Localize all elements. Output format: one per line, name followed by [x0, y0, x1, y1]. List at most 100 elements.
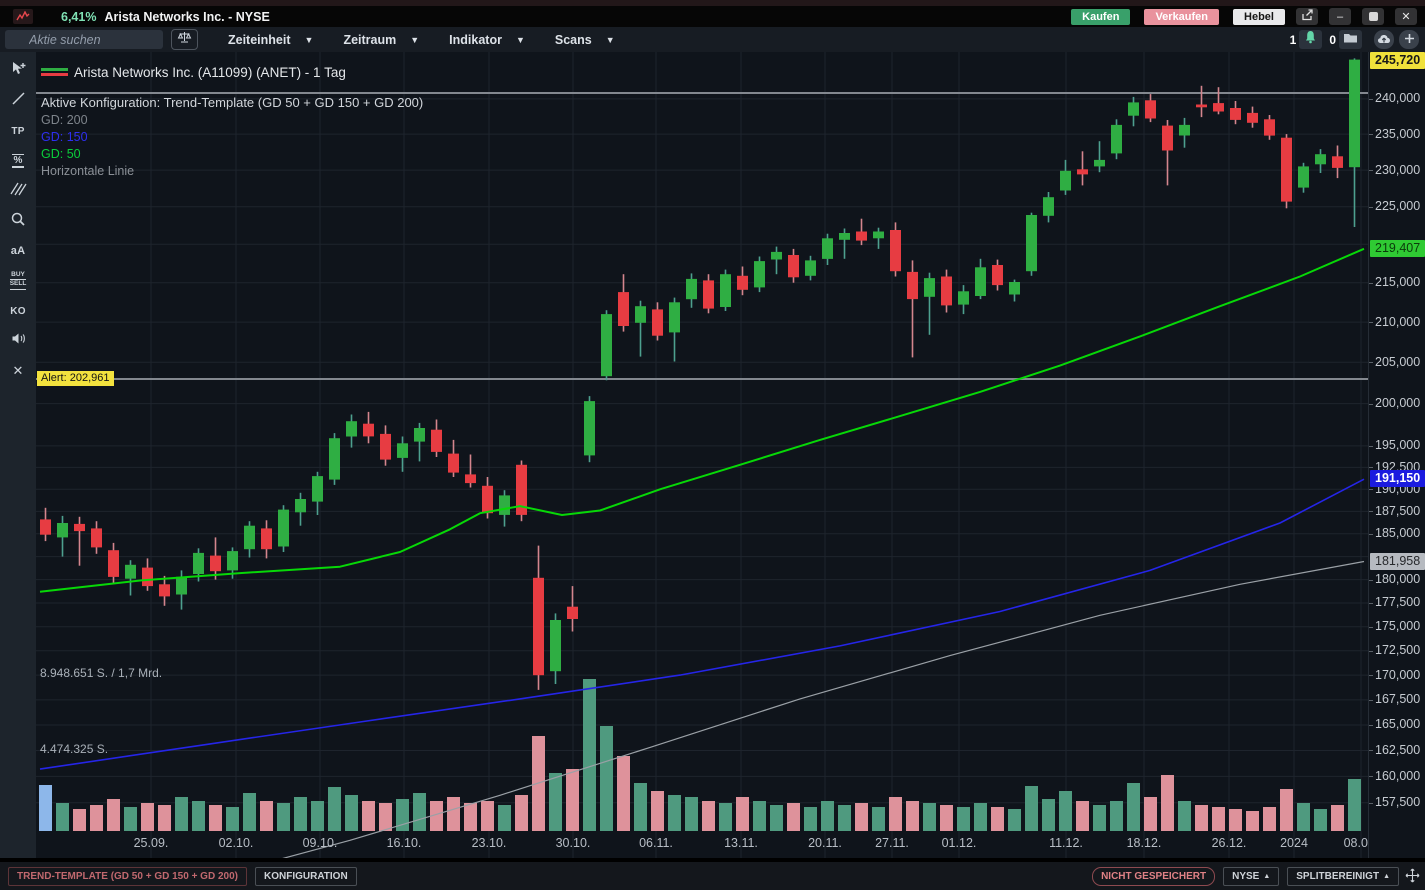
axis-tick-mark	[1369, 489, 1373, 490]
alert-price-label[interactable]: Alert: 202,961	[37, 371, 114, 387]
axis-tick-mark	[1369, 803, 1373, 804]
takeprofit-tool[interactable]: TP	[11, 125, 25, 137]
price-tick-label: 177,500	[1375, 595, 1421, 609]
price-tick-label: 200,000	[1375, 396, 1421, 410]
compare-button[interactable]	[171, 29, 198, 50]
axis-tick-mark	[1369, 322, 1373, 323]
date-tick-label: 27.11.	[875, 836, 909, 850]
folder-button[interactable]	[1339, 30, 1362, 49]
price-tick-label: 230,000	[1375, 163, 1421, 177]
date-tick-label: 20.11.	[808, 836, 842, 850]
statusbar: TREND-TEMPLATE (GD 50 + GD 150 + GD 200)…	[0, 862, 1425, 890]
chart-toolbar: Zeiteinheit▼ Zeitraum▼ Indikator▼ Scans▼…	[0, 27, 1425, 52]
chevron-up-icon: ▲	[1263, 872, 1271, 880]
price-tick-label: 185,000	[1375, 526, 1421, 540]
chevron-down-icon: ▼	[410, 34, 420, 45]
minimize-button[interactable]: –	[1329, 8, 1351, 25]
axis-tick-mark	[1369, 99, 1373, 100]
sell-button[interactable]: Verkaufen	[1144, 8, 1220, 25]
date-tick-label: 18.12.	[1126, 836, 1162, 850]
share-button[interactable]	[1296, 8, 1318, 25]
axis-tick-mark	[1369, 534, 1373, 535]
date-tick-label: 23.10.	[471, 836, 507, 850]
sound-tool[interactable]	[0, 326, 36, 356]
legend-hline: Horizontale Linie	[41, 164, 135, 178]
price-tick-label: 210,000	[1375, 315, 1421, 329]
price-tick-label: 215,000	[1375, 275, 1421, 289]
close-window-button[interactable]: ✕	[1395, 8, 1417, 25]
price-axis[interactable]: 240,000 235,000 230,000 225,000 215,000 210,0…	[1368, 52, 1425, 858]
axis-tick-mark	[1369, 627, 1373, 628]
drawing-tools-sidebar: TP % aA BUY SELL KO ✕	[0, 52, 37, 858]
menu-indikator[interactable]: Indikator ▼	[449, 32, 525, 47]
exchange-button[interactable]: NYSE ▲	[1223, 866, 1280, 886]
axis-tick-mark	[1369, 134, 1373, 135]
bell-icon	[1304, 30, 1317, 49]
app-chart-icon	[13, 9, 33, 24]
legend-gd150: GD: 150	[41, 130, 88, 144]
line-icon	[11, 91, 26, 111]
menu-scans[interactable]: Scans ▼	[554, 32, 615, 47]
axis-tick-mark	[1369, 511, 1373, 512]
chevron-down-icon: ▼	[304, 34, 314, 45]
menu-zeiteinheit[interactable]: Zeiteinheit ▼	[228, 32, 314, 47]
active-configuration: Aktive Konfiguration: Trend-Template (GD…	[41, 95, 424, 110]
price-tag: 181,958	[1370, 553, 1425, 570]
parallel-lines-tool[interactable]	[0, 176, 36, 206]
price-tick-label: 160,000	[1375, 769, 1421, 783]
date-tick-label: 06.11.	[639, 836, 673, 850]
share-icon	[1301, 9, 1314, 24]
axis-tick-mark	[1369, 580, 1373, 581]
trendline-tool[interactable]	[0, 86, 36, 116]
date-tick-label: 30.10.	[555, 836, 591, 850]
axis-tick-mark	[1369, 750, 1373, 751]
search-input[interactable]	[5, 30, 163, 49]
parallel-lines-icon	[9, 181, 27, 201]
knockout-tool[interactable]: KO	[10, 305, 26, 317]
price-tick-label: 180,000	[1375, 572, 1421, 586]
percent-tool[interactable]: %	[0, 146, 36, 176]
buy-sell-tool[interactable]: BUY SELL	[0, 266, 36, 296]
buy-button[interactable]: Kaufen	[1071, 8, 1131, 25]
volume-max-label: 8.948.651 S. / 1,7 Mrd.	[40, 666, 163, 680]
configuration-button[interactable]: KONFIGURATION	[254, 866, 357, 886]
zoom-tool[interactable]	[0, 206, 36, 236]
axis-tick-mark	[1369, 651, 1373, 652]
unsaved-badge[interactable]: NICHT GESPEICHERT	[1092, 866, 1216, 886]
folder-count: 0	[1329, 32, 1336, 47]
legend-gd50: GD: 50	[41, 147, 81, 161]
maximize-icon	[1368, 12, 1378, 21]
add-button[interactable]	[1399, 30, 1419, 49]
price-tick-label: 162,500	[1375, 743, 1421, 757]
time-axis[interactable]: 25.09. 02.10. 09.10. 16.10. 23.10. 30.10. 06.1…	[36, 836, 1379, 854]
date-tick-label: 25.09.	[133, 836, 169, 850]
date-tick-label: 26.12.	[1211, 836, 1247, 850]
price-tick-label: 187,500	[1375, 504, 1421, 518]
pan-icon[interactable]	[1405, 868, 1420, 888]
price-tick-label: 165,000	[1375, 717, 1421, 731]
price-tick-label: 175,000	[1375, 619, 1421, 633]
legend-gd200: GD: 200	[41, 113, 88, 127]
volume-mid-label: 4.474.325 S.	[40, 742, 109, 756]
axis-tick-mark	[1369, 700, 1373, 701]
leverage-button[interactable]: Hebel	[1233, 8, 1285, 25]
text-size-tool[interactable]: aA	[10, 245, 26, 257]
split-adjusted-button[interactable]: SPLITBEREINIGT ▲	[1287, 866, 1399, 886]
plus-icon	[1404, 31, 1415, 49]
template-button[interactable]: TREND-TEMPLATE (GD 50 + GD 150 + GD 200)	[8, 866, 247, 886]
series-icon	[41, 66, 68, 78]
close-tool[interactable]: ✕	[12, 363, 24, 378]
candlestick-chart[interactable]	[36, 52, 1368, 879]
menu-zeitraum[interactable]: Zeitraum ▼	[343, 32, 420, 47]
price-tick-label: 170,000	[1375, 668, 1421, 682]
price-tag: 191,150	[1370, 470, 1425, 487]
maximize-button[interactable]	[1362, 8, 1384, 25]
price-tick-label: 172,500	[1375, 643, 1421, 657]
chart-pane[interactable]: Arista Networks Inc. (A11099) (ANET) - 1…	[36, 52, 1379, 879]
date-tick-label: 16.10.	[386, 836, 422, 850]
cloud-save-button[interactable]	[1374, 30, 1394, 49]
cursor-tool[interactable]	[0, 56, 36, 86]
price-tick-label: 235,000	[1375, 127, 1421, 141]
alerts-button[interactable]	[1299, 30, 1323, 49]
axis-tick-mark	[1369, 603, 1373, 604]
